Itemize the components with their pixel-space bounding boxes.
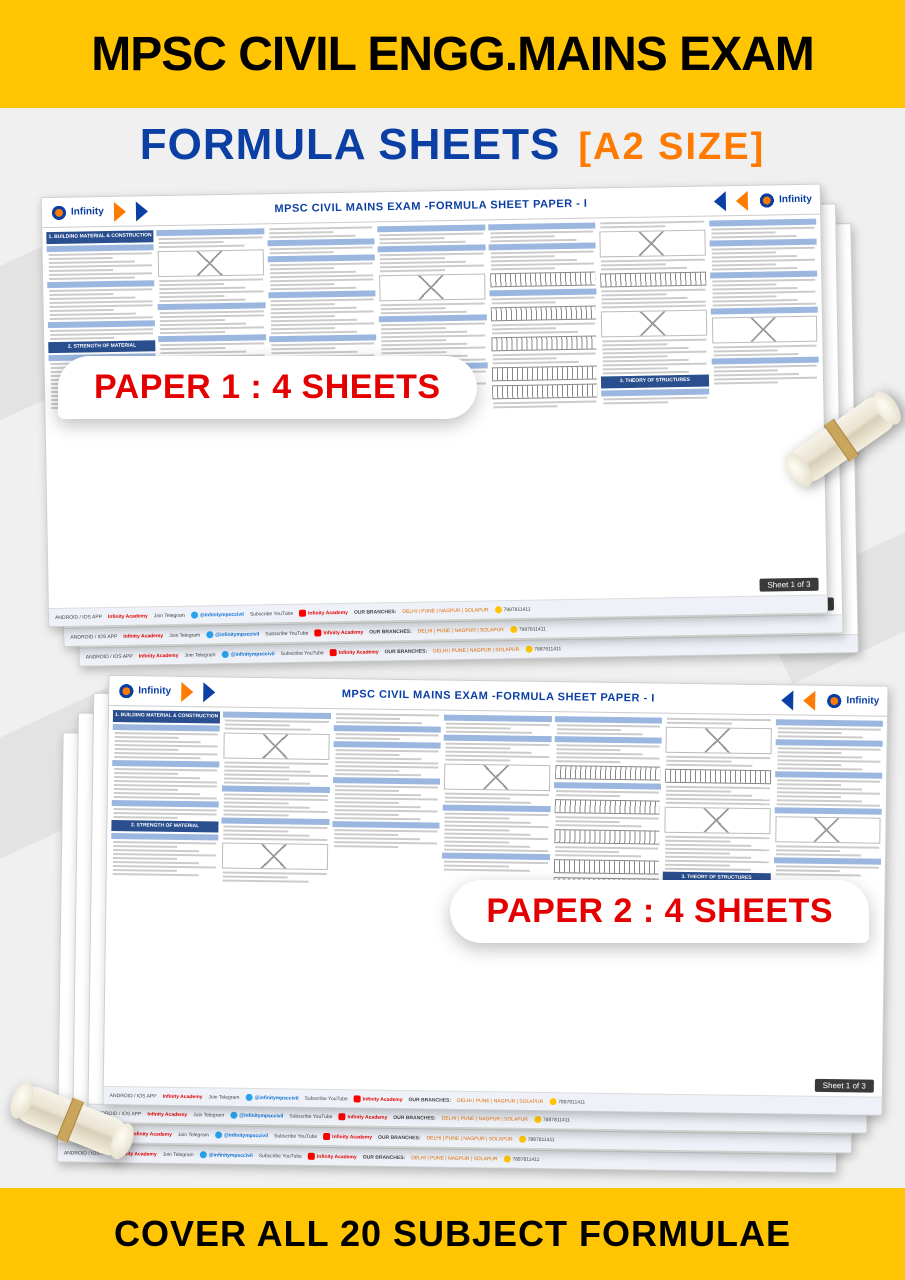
chevron-icon: [714, 191, 726, 211]
sheet-title: MPSC CIVIL MAINS EXAM -FORMULA SHEET PAP…: [225, 686, 772, 706]
youtube-icon: [299, 610, 306, 617]
brand-logo: Infinity: [117, 682, 171, 701]
topic-heading: 1. BUILDING MATERIAL & CONSTRUCTION: [46, 230, 154, 243]
phone-icon: [549, 1098, 556, 1105]
infinity-icon: [758, 191, 776, 209]
beam-diagram: [490, 272, 596, 288]
page-title: MPSC CIVIL ENGG.MAINS EXAM: [91, 27, 814, 82]
subtitle-row: FORMULA SHEETS [A2 SIZE]: [0, 120, 905, 170]
size-tag: [A2 SIZE]: [578, 126, 765, 169]
formula-column: [709, 219, 823, 593]
infinity-icon: [117, 682, 135, 700]
telegram-icon: [191, 612, 198, 619]
brand-name: Infinity: [779, 194, 812, 206]
footer-youtube: Subscribe YouTube: [250, 610, 293, 617]
diagram: [379, 273, 485, 301]
footer-branches: DELHI | PUNE | NAGPUR | SOLAPUR: [402, 607, 488, 615]
footer-academy: Infinity Academy: [108, 613, 148, 620]
footer-branches-label: OUR BRANCHES:: [354, 609, 397, 616]
callout-text: PAPER 2 : 4 SHEETS: [486, 892, 833, 930]
footer-phone: 7887811411: [494, 606, 530, 614]
subtitle: FORMULA SHEETS: [140, 120, 561, 170]
diagram: [158, 249, 264, 277]
brand-logo: Infinity: [825, 691, 879, 710]
chevron-icon: [114, 201, 126, 221]
diagram: [711, 316, 817, 344]
bottom-banner: COVER ALL 20 SUBJECT FORMULAE: [0, 1188, 905, 1280]
footer-text: COVER ALL 20 SUBJECT FORMULAE: [114, 1213, 791, 1255]
formula-column: [488, 223, 602, 597]
sheet-badge: Sheet 1 of 3: [759, 578, 818, 592]
chevron-icon: [136, 201, 148, 221]
brand-name: Infinity: [71, 206, 104, 218]
sheet-badge: Sheet 1 of 3: [815, 1079, 874, 1093]
footer-app: ANDROID / IOS APP: [55, 614, 102, 621]
callout-paper2: PAPER 2 : 4 SHEETS: [450, 880, 869, 943]
brand-logo: Infinity: [758, 190, 812, 209]
footer-telegram: Join Telegram: [154, 612, 185, 619]
callout-paper1: PAPER 1 : 4 SHEETS: [58, 356, 477, 419]
phone-icon: [494, 606, 501, 613]
beam-diagram: [491, 336, 597, 352]
sheet-title: MPSC CIVIL MAINS EXAM -FORMULA SHEET PAP…: [158, 195, 705, 217]
beam-diagram: [491, 366, 597, 382]
youtube-icon: [354, 1095, 361, 1102]
top-banner: MPSC CIVIL ENGG.MAINS EXAM: [0, 0, 905, 108]
diagram: [601, 310, 707, 338]
formula-column: 3. THEORY OF STRUCTURES: [598, 221, 712, 595]
telegram-icon: [245, 1094, 252, 1101]
sheet-stack-paper1: ANDROID / IOS APP Infinity Academy Join …: [41, 183, 870, 697]
callout-text: PAPER 1 : 4 SHEETS: [94, 368, 441, 406]
infinity-icon: [50, 203, 68, 221]
diagram: [599, 230, 705, 258]
infinity-icon: [825, 691, 843, 709]
topic-heading: 2. STRENGTH OF MATERIAL: [48, 340, 156, 353]
brand-logo: Infinity: [50, 203, 104, 222]
beam-diagram: [490, 306, 596, 322]
chevron-icon: [736, 190, 748, 210]
topic-heading: 3. THEORY OF STRUCTURES: [601, 375, 709, 388]
footer-telegram-handle: @infinitympsccivil: [191, 611, 244, 619]
beam-diagram: [600, 272, 706, 288]
beam-diagram: [492, 384, 598, 400]
footer-academy2: Infinity Academy: [299, 609, 348, 617]
